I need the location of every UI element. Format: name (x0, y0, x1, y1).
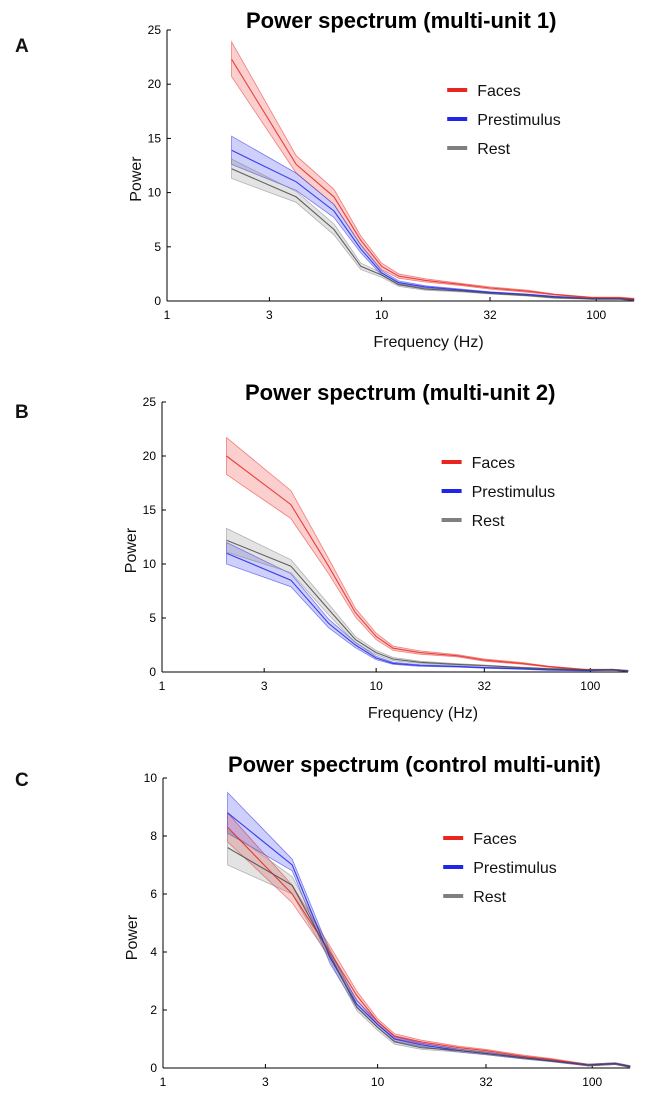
series-line-rest (231, 168, 635, 301)
x-axis-label: Frequency (Hz) (373, 334, 483, 351)
legend-label-rest: Rest (477, 141, 510, 158)
y-tick-label: 5 (149, 611, 156, 625)
y-tick-label: 4 (150, 945, 157, 959)
y-axis-label: Power (128, 156, 145, 202)
x-axis-label: Frequency (Hz) (368, 705, 478, 722)
confidence-band-faces (227, 811, 631, 1068)
legend-label-rest: Rest (472, 513, 505, 530)
y-tick-label: 0 (149, 665, 156, 679)
legend-label-prestimulus: Prestimulus (472, 484, 556, 501)
x-tick-label: 32 (479, 1075, 493, 1089)
confidence-band-rest (226, 527, 629, 672)
x-tick-label: 10 (369, 679, 383, 693)
power-spectrum-chart: 0 5 10 15 20 25 1 3 10 32 100 Frequency (Hz) Power Fa… (128, 23, 635, 351)
y-tick-label: 10 (143, 557, 157, 571)
power-spectrum-chart: 0 5 10 15 20 25 1 3 10 32 100 Frequency (Hz) Power Fa… (123, 395, 629, 722)
x-tick-label: 1 (159, 679, 166, 693)
y-axis-label: Power (123, 527, 140, 573)
series-line-faces (231, 59, 635, 300)
y-tick-label: 15 (148, 131, 162, 145)
legend-label-prestimulus: Prestimulus (477, 112, 561, 129)
y-tick-label: 10 (148, 186, 162, 200)
legend-label-rest: Rest (473, 889, 506, 906)
x-tick-label: 3 (262, 1075, 269, 1089)
legend-label-faces: Faces (472, 455, 516, 472)
y-tick-label: 0 (154, 294, 161, 308)
series-line-rest (227, 847, 631, 1068)
legend-label-prestimulus: Prestimulus (473, 860, 557, 877)
x-tick-label: 10 (371, 1075, 385, 1089)
y-tick-label: 15 (143, 503, 157, 517)
series-line-prestimulus (226, 552, 629, 672)
x-tick-label: 3 (266, 308, 273, 322)
chart-panel-a: A Power spectrum (multi-unit 1) 0 5 10 15 20… (0, 0, 669, 362)
chart-panel-b: B Power spectrum (multi-unit 2) 0 5 10 15 20… (0, 366, 669, 728)
y-tick-label: 10 (144, 771, 158, 785)
panel-label: C (15, 770, 29, 791)
y-tick-label: 6 (150, 887, 157, 901)
legend-label-faces: Faces (477, 83, 521, 100)
panel-label: B (15, 402, 29, 423)
chart-title: Power spectrum (multi-unit 2) (245, 380, 556, 405)
x-tick-label: 1 (160, 1075, 167, 1089)
y-tick-label: 25 (148, 23, 162, 37)
x-tick-label: 100 (586, 308, 606, 322)
y-tick-label: 0 (150, 1061, 157, 1075)
x-tick-label: 32 (483, 308, 497, 322)
chart-panel-c: C Power spectrum (control multi-unit) 0 2… (0, 738, 669, 1104)
x-tick-label: 10 (375, 308, 389, 322)
confidence-band-prestimulus (227, 791, 631, 1068)
chart-title: Power spectrum (multi-unit 1) (246, 8, 557, 33)
y-tick-label: 20 (148, 77, 162, 91)
x-tick-label: 100 (582, 1075, 602, 1089)
y-tick-label: 25 (143, 395, 157, 409)
y-tick-label: 2 (150, 1003, 157, 1017)
power-spectrum-chart: 0246810131032100Frequency (Hz)PowerFaces… (124, 771, 631, 1104)
chart-title: Power spectrum (control multi-unit) (228, 752, 601, 777)
confidence-band-faces (226, 436, 629, 672)
y-axis-label: Power (124, 914, 141, 960)
x-tick-label: 32 (478, 679, 492, 693)
x-tick-label: 1 (164, 308, 171, 322)
legend-label-faces: Faces (473, 831, 517, 848)
series-line-rest (226, 539, 629, 672)
y-tick-label: 8 (150, 829, 157, 843)
panel-label: A (15, 36, 29, 57)
x-tick-label: 100 (580, 679, 600, 693)
x-tick-label: 3 (261, 679, 268, 693)
y-tick-label: 5 (154, 240, 161, 254)
series-line-prestimulus (227, 812, 631, 1068)
y-tick-label: 20 (143, 449, 157, 463)
